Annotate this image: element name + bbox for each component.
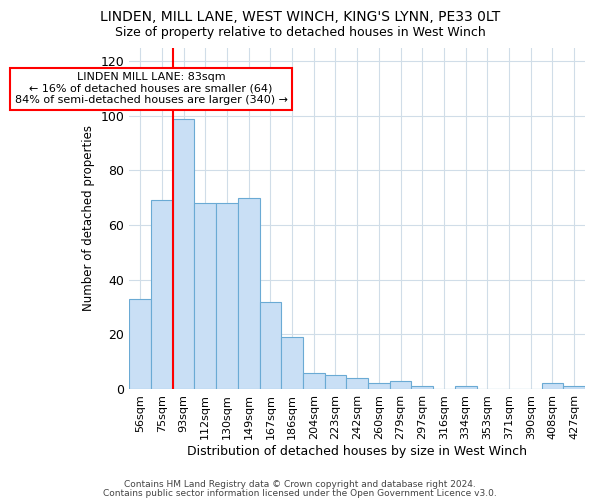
- Bar: [390, 381, 412, 389]
- Bar: [303, 372, 325, 389]
- Bar: [281, 337, 303, 389]
- Bar: [325, 376, 346, 389]
- Bar: [216, 203, 238, 389]
- X-axis label: Distribution of detached houses by size in West Winch: Distribution of detached houses by size …: [187, 444, 527, 458]
- Bar: [130, 299, 151, 389]
- Bar: [260, 302, 281, 389]
- Y-axis label: Number of detached properties: Number of detached properties: [82, 125, 95, 311]
- Bar: [173, 118, 194, 389]
- Text: LINDEN, MILL LANE, WEST WINCH, KING'S LYNN, PE33 0LT: LINDEN, MILL LANE, WEST WINCH, KING'S LY…: [100, 10, 500, 24]
- Bar: [455, 386, 476, 389]
- Bar: [412, 386, 433, 389]
- Bar: [368, 384, 390, 389]
- Bar: [194, 203, 216, 389]
- Bar: [542, 384, 563, 389]
- Text: Contains public sector information licensed under the Open Government Licence v3: Contains public sector information licen…: [103, 489, 497, 498]
- Bar: [563, 386, 585, 389]
- Bar: [151, 200, 173, 389]
- Text: Contains HM Land Registry data © Crown copyright and database right 2024.: Contains HM Land Registry data © Crown c…: [124, 480, 476, 489]
- Bar: [238, 198, 260, 389]
- Text: LINDEN MILL LANE: 83sqm
← 16% of detached houses are smaller (64)
84% of semi-de: LINDEN MILL LANE: 83sqm ← 16% of detache…: [14, 72, 287, 106]
- Text: Size of property relative to detached houses in West Winch: Size of property relative to detached ho…: [115, 26, 485, 39]
- Bar: [346, 378, 368, 389]
